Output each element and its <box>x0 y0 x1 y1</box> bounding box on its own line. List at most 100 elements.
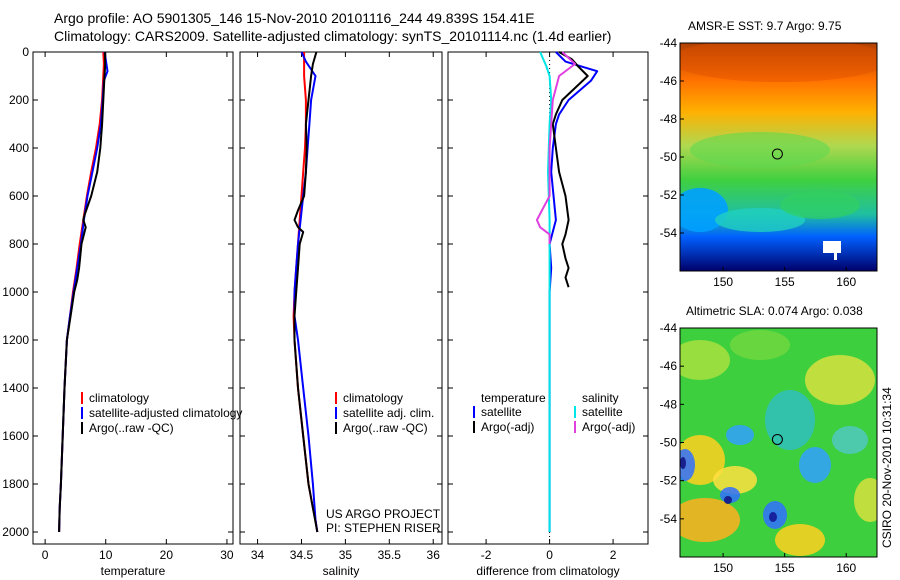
sla-patch <box>775 524 825 556</box>
sla-patch <box>726 425 754 445</box>
sst-ytick-label: -52 <box>660 188 678 202</box>
sst-ytick-label: -44 <box>660 36 678 50</box>
temperature-ytick-label: 1200 <box>2 333 29 347</box>
sla-ytick-label: -48 <box>660 397 678 411</box>
difference-series-salinity-satellite <box>539 51 553 532</box>
difference-xtick-label: 0 <box>546 548 553 562</box>
salinity-panel <box>239 51 443 545</box>
temperature-xtick-label: 0 <box>42 548 49 562</box>
sst-ytick-label: -48 <box>660 112 678 126</box>
sla-patch <box>680 498 740 542</box>
sla-xtick-label: 150 <box>713 561 733 575</box>
temperature-xlabel: temperature <box>101 564 166 578</box>
sst-missing-data <box>834 253 837 260</box>
sst-map-title: AMSR-E SST: 9.7 Argo: 9.75 <box>688 19 842 33</box>
temperature-series-satellite-adjusted-climatology <box>58 51 109 533</box>
legend-label: Argo(..raw -QC) <box>89 421 174 435</box>
temperature-series-climatology <box>58 51 105 533</box>
temperature-ytick-label: 2000 <box>2 525 29 539</box>
sst-ytick-label: -54 <box>660 226 678 240</box>
profile-header: Argo profile: AO 5901305_146 15-Nov-2010… <box>54 10 535 26</box>
temperature-ytick-label: 400 <box>9 141 29 155</box>
sla-patch <box>713 466 757 494</box>
temperature-panel <box>32 51 234 545</box>
sst-float-marker <box>771 148 783 160</box>
temperature-ytick-label: 600 <box>9 189 29 203</box>
temperature-series-argo-raw-qc- <box>58 52 107 533</box>
salinity-series-argo-raw-qc- <box>293 51 319 533</box>
temperature-ytick-label: 800 <box>9 237 29 251</box>
legend-label: Argo(-adj) <box>481 420 534 434</box>
sla-patch <box>805 355 875 405</box>
temperature-frame <box>32 51 234 545</box>
sst-xtick-label: 160 <box>836 275 856 289</box>
legend-label: satellite-adjusted climatology <box>89 406 242 420</box>
salinity-xtick-label: 36 <box>427 548 441 562</box>
legend-label: climatology <box>343 391 403 405</box>
legend-header-temperature: temperature <box>481 391 546 405</box>
sla-ytick-label: -50 <box>660 436 678 450</box>
salinity-xlabel: salinity <box>323 564 360 578</box>
temperature-xtick-label: 20 <box>160 548 174 562</box>
temperature-ytick-label: 200 <box>9 93 29 107</box>
legend-label: satellite <box>582 405 623 419</box>
salinity-frame <box>239 51 443 545</box>
temperature-ytick-label: 1800 <box>2 477 29 491</box>
sla-map-field <box>680 328 877 557</box>
sla-patch <box>769 512 777 522</box>
sst-xtick-label: 150 <box>713 275 733 289</box>
footer-timestamp: CSIRO 20-Nov-2010 10:31:34 <box>880 387 894 548</box>
sst-ytick-label: -46 <box>660 74 678 88</box>
sst-patch <box>690 132 830 168</box>
sla-patch <box>799 447 831 483</box>
difference-series-temperature-satellite <box>548 51 599 532</box>
sla-patch <box>854 478 877 522</box>
legend-label: satellite <box>481 405 522 419</box>
sst-missing-data <box>823 241 841 253</box>
sla-patch <box>730 330 790 360</box>
salinity-xtick-label: 34.5 <box>290 548 314 562</box>
legend-header-salinity: salinity <box>582 391 619 405</box>
sst-map-field <box>680 43 877 271</box>
legend-label: Argo(-adj) <box>582 420 635 434</box>
difference-panel <box>447 51 649 545</box>
salinity-xtick-label: 34 <box>251 548 265 562</box>
sla-patch <box>832 426 868 454</box>
difference-xlabel: difference from climatology <box>476 564 619 578</box>
legend-label: Argo(..raw -QC) <box>343 421 428 435</box>
difference-xtick-label: -2 <box>481 548 492 562</box>
difference-series-temperature-argo-adj- <box>551 51 589 288</box>
salinity-xtick-label: 35 <box>339 548 353 562</box>
sla-patch <box>724 496 732 504</box>
sst-patch <box>715 208 805 232</box>
sst-ytick-label: -50 <box>660 150 678 164</box>
sla-float-marker <box>771 433 783 445</box>
sla-map-title: Altimetric SLA: 0.074 Argo: 0.038 <box>686 304 863 318</box>
sla-ytick-label: -52 <box>660 474 678 488</box>
salinity-series-satellite-adj-clim- <box>293 51 319 533</box>
sla-ytick-label: -54 <box>660 512 678 526</box>
sla-patch <box>680 457 686 469</box>
sst-xtick-label: 155 <box>775 275 795 289</box>
sla-xtick-label: 155 <box>775 561 795 575</box>
sla-xtick-label: 160 <box>836 561 856 575</box>
temperature-xtick-label: 30 <box>220 548 234 562</box>
salinity-xtick-label: 35.5 <box>378 548 402 562</box>
sst-patch <box>680 43 877 82</box>
sla-ytick-label: -44 <box>660 321 678 335</box>
sla-patch <box>680 449 695 481</box>
difference-frame <box>447 51 649 545</box>
temperature-ytick-label: 1600 <box>2 429 29 443</box>
difference-xtick-label: 2 <box>610 548 617 562</box>
sla-ytick-label: -46 <box>660 359 678 373</box>
climatology-header: Climatology: CARS2009. Satellite-adjuste… <box>54 28 612 44</box>
difference-series-salinity-argo-adj- <box>535 51 576 244</box>
temperature-ytick-label: 1000 <box>2 285 29 299</box>
temperature-ytick-label: 1400 <box>2 381 29 395</box>
temperature-ytick-label: 0 <box>22 45 29 59</box>
legend-label: climatology <box>89 391 149 405</box>
project-pi: PI: STEPHEN RISER <box>326 521 441 535</box>
project-note: US ARGO PROJECT <box>326 507 441 521</box>
